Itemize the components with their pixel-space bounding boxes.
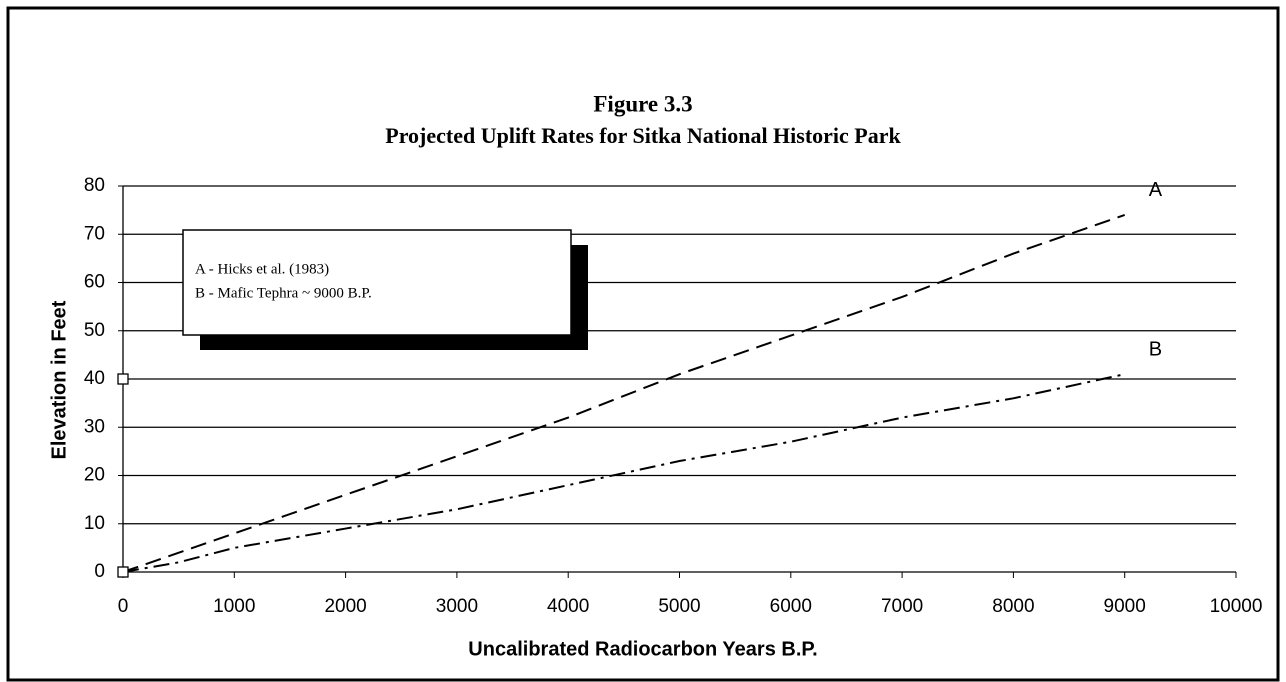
y-tick-label: 0 <box>94 561 105 582</box>
legend-text: B - Mafic Tephra ~ 9000 B.P. <box>195 285 372 301</box>
y-tick-label: 50 <box>84 320 105 341</box>
frame <box>6 6 1280 682</box>
y-tick-label: 10 <box>84 513 105 534</box>
x-tick-label: 10000 <box>1210 596 1263 617</box>
series-label: B <box>1149 338 1162 360</box>
y-tick-label: 80 <box>84 175 105 196</box>
y-tick-label: 30 <box>84 416 105 437</box>
x-tick-label: 1000 <box>213 596 255 617</box>
chart-title: Figure 3.3 <box>593 91 692 116</box>
point-marker <box>117 373 129 385</box>
x-tick-label: 6000 <box>770 596 812 617</box>
x-tick-label: 7000 <box>881 596 923 617</box>
x-tick-label: 0 <box>118 596 129 617</box>
chart-subtitle: Projected Uplift Rates for Sitka Nationa… <box>385 123 901 148</box>
x-axis-label: Uncalibrated Radiocarbon Years B.P. <box>468 638 817 660</box>
point-marker <box>117 566 129 578</box>
series-line <box>122 214 1126 573</box>
x-tick-label: 5000 <box>658 596 700 617</box>
y-tick-label: 40 <box>84 368 105 389</box>
x-tick-label: 9000 <box>1104 596 1146 617</box>
x-tick-label: 2000 <box>324 596 366 617</box>
y-axis-label: Elevation in Feet <box>48 300 70 459</box>
series-line <box>122 373 1125 573</box>
y-tick-label: 70 <box>84 223 105 244</box>
series-label: A <box>1149 179 1163 201</box>
y-tick-label: 20 <box>84 465 105 486</box>
x-tick-label: 4000 <box>547 596 589 617</box>
y-tick-label: 60 <box>84 272 105 293</box>
legend-text: A - Hicks et al. (1983) <box>195 261 329 277</box>
x-tick-label: 8000 <box>992 596 1034 617</box>
x-tick-label: 3000 <box>436 596 478 617</box>
legend-box <box>182 229 572 336</box>
